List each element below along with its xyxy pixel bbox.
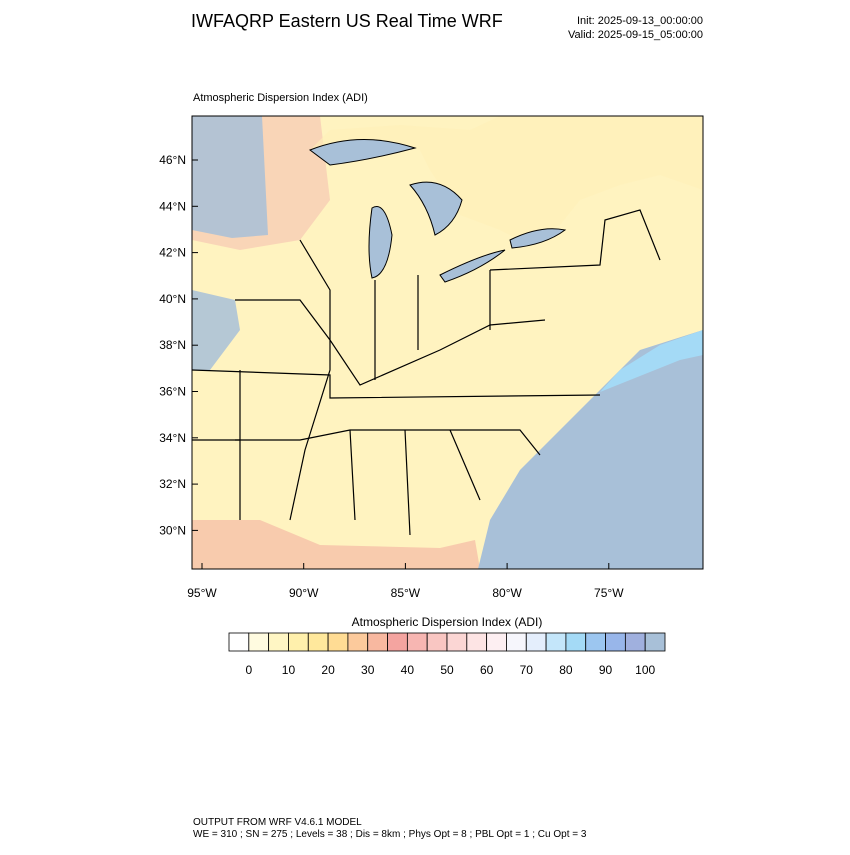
shade — [192, 290, 240, 370]
lake-huron — [409, 181, 463, 236]
lat-label: 46°N — [159, 153, 186, 167]
state-borders — [191, 209, 661, 536]
color-box — [565, 632, 587, 652]
lat-label: 44°N — [159, 199, 186, 213]
color-box — [605, 632, 626, 652]
ocean — [478, 330, 703, 569]
color-box — [327, 632, 349, 652]
color-box — [545, 632, 567, 652]
color-box — [367, 632, 388, 652]
color-box — [525, 632, 547, 652]
gulf — [192, 520, 480, 569]
lat-labels: 46°N 44°N 42°N 40°N 38°N 36°N 34°N 32°N 30°N — [159, 153, 198, 537]
color-box — [585, 632, 606, 652]
colorbar-label: 90 — [599, 663, 613, 677]
colorbar-label: 60 — [480, 663, 494, 677]
lake-erie — [439, 249, 506, 283]
color-box — [228, 632, 250, 652]
color-box — [387, 632, 408, 652]
colorbar-label: 20 — [321, 663, 335, 677]
lon-label: 75°W — [594, 586, 624, 600]
color-box — [446, 632, 468, 652]
map — [191, 115, 704, 570]
colorbar-title: Atmospheric Dispersion Index (ADI) — [352, 615, 543, 629]
colorbar-label: 40 — [401, 663, 415, 677]
colorbar-label: 10 — [282, 663, 296, 677]
lat-label: 30°N — [159, 523, 186, 537]
color-box — [486, 632, 507, 652]
colorbar-label: 0 — [245, 663, 252, 677]
lat-label: 36°N — [159, 385, 186, 399]
lon-label: 80°W — [492, 586, 522, 600]
color-box — [288, 632, 309, 652]
color-box — [307, 632, 329, 652]
lon-label: 95°W — [187, 586, 217, 600]
lon-labels: 95°W 90°W 85°W 80°W 75°W — [187, 563, 624, 600]
lake-superior — [308, 138, 417, 166]
init-time: Init: 2025-09-13_00:00:00 — [577, 15, 703, 27]
map-title: Atmospheric Dispersion Index (ADI) — [193, 92, 368, 104]
lat-label: 32°N — [159, 477, 186, 491]
color-box — [248, 632, 270, 652]
lat-label: 40°N — [159, 292, 186, 306]
color-box — [268, 632, 289, 652]
lat-label: 34°N — [159, 431, 186, 445]
color-box — [644, 632, 666, 652]
footer-line: OUTPUT FROM WRF V4.6.1 MODEL — [193, 817, 362, 828]
lon-label: 85°W — [391, 586, 421, 600]
color-box — [426, 632, 448, 652]
lake-ontario — [509, 228, 567, 249]
shade — [192, 116, 268, 238]
color-box — [466, 632, 488, 652]
colorbar-label: 50 — [440, 663, 454, 677]
lake-michigan — [368, 206, 393, 279]
ocean-shade — [600, 330, 703, 392]
lon-label: 90°W — [289, 586, 319, 600]
colorbar: 0 10 20 30 40 50 60 70 80 90 100 — [228, 632, 666, 677]
color-box — [347, 632, 369, 652]
map-frame — [191, 115, 704, 570]
lat-label: 38°N — [159, 338, 186, 352]
colorbar-label: 100 — [635, 663, 655, 677]
colorbar-label: 80 — [559, 663, 573, 677]
color-box — [624, 632, 646, 652]
colorbar-label: 30 — [361, 663, 375, 677]
footer-line: WE = 310 ; SN = 275 ; Levels = 38 ; Dis … — [193, 829, 587, 840]
color-box — [406, 632, 428, 652]
lat-label: 42°N — [159, 246, 186, 260]
colorbar-label: 70 — [520, 663, 534, 677]
color-box — [506, 632, 527, 652]
valid-time: Valid: 2025-09-15_05:00:00 — [568, 29, 703, 41]
title: IWFAQRP Eastern US Real Time WRF — [191, 11, 503, 31]
